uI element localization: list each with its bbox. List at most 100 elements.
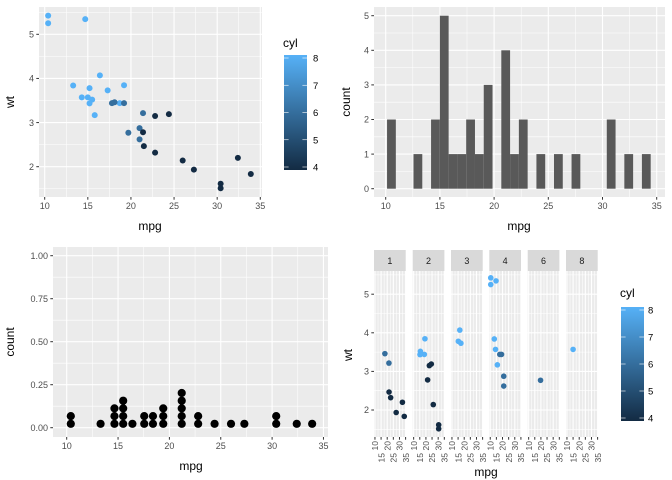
scatter-point (140, 110, 147, 117)
scatter-panel: 10 15 20 25 30 35 2 3 4 5 (29, 7, 265, 211)
scatter-point (399, 399, 406, 406)
legend-label: 4 (648, 414, 653, 425)
scatter-point (86, 85, 93, 92)
scatter-point (537, 377, 544, 384)
dot (140, 412, 149, 421)
y-tick-label: 5 (364, 11, 369, 21)
x-tick-label: 25 (542, 453, 552, 463)
y-tick-label: 0.50 (30, 337, 48, 347)
x-tick-label: 20 (164, 441, 174, 451)
scatter-point (435, 425, 442, 432)
histogram-bar (571, 154, 581, 189)
dot (110, 412, 119, 421)
scatter-point (70, 82, 77, 89)
scatter-point (421, 351, 428, 358)
x-tick-label: 15 (83, 201, 93, 211)
histogram-bar (501, 50, 511, 189)
x-tick-label: 20 (574, 441, 584, 451)
scatter-point (570, 346, 576, 353)
x-tick-label: 10 (524, 441, 534, 451)
x-tick-label: 35 (652, 201, 662, 211)
y-tick-label: 0.25 (30, 380, 48, 390)
facet-strip (374, 250, 406, 271)
facet-strip-label: 1 (387, 256, 392, 266)
dot (177, 396, 186, 405)
x-tick-label: 30 (267, 441, 277, 451)
x-tick-label: 35 (555, 453, 565, 463)
x-tick-label: 30 (472, 441, 482, 451)
scatter-point (494, 362, 501, 368)
x-tick-label: 25 (216, 441, 226, 451)
x-tick-label: 10 (370, 441, 380, 451)
scatter-point (426, 362, 433, 369)
histogram-bar (474, 154, 484, 189)
x-tick-label: 25 (504, 453, 514, 463)
facet-panel: 10 15 20 25 30 35 6 (524, 250, 565, 462)
scatter-point (435, 422, 442, 428)
y-axis-title: wt (341, 348, 355, 362)
facet-panel: 10 15 20 25 30 35 2 (409, 250, 450, 462)
histogram-panel: 10 15 20 25 30 35 0 1 2 3 4 5 (364, 7, 665, 211)
x-tick-label: 35 (318, 441, 328, 451)
x-tick-label: 15 (435, 201, 445, 211)
legend-title: cyl (620, 286, 635, 300)
dot (128, 419, 137, 428)
scatter-point (386, 360, 392, 366)
y-tick-label: 1 (364, 149, 369, 159)
y-tick-label: 3 (364, 80, 369, 90)
x-tick-label: 30 (395, 441, 405, 451)
scatter-point (386, 389, 392, 395)
scatter-point (500, 383, 507, 389)
histogram-bar (483, 84, 493, 189)
histogram-bar (413, 154, 423, 189)
dot (148, 419, 158, 428)
scatter-point (234, 154, 241, 161)
facet-strip-label: 2 (426, 256, 431, 266)
scatter-point (86, 100, 93, 107)
y-tick-label: 4 (364, 46, 369, 56)
y-tick-label: 3 (364, 367, 369, 377)
x-tick-label: 15 (415, 453, 425, 463)
x-tick-label: 20 (498, 441, 508, 451)
dot (308, 419, 317, 428)
y-axis-title: count (3, 327, 17, 357)
facet-panel: 10 15 20 25 30 35 8 (562, 250, 603, 462)
x-tick-label: 15 (453, 453, 463, 463)
x-tick-label: 20 (382, 441, 392, 451)
x-tick-label: 30 (597, 201, 607, 211)
x-tick-label: 15 (530, 453, 540, 463)
x-tick-label: 20 (126, 201, 136, 211)
scatter-point (387, 394, 394, 401)
y-tick-label: 1.00 (30, 251, 48, 261)
dot (194, 419, 203, 428)
dot (159, 419, 168, 428)
scatter-point (108, 100, 115, 107)
scatter-point (497, 351, 503, 358)
dot (148, 412, 158, 421)
y-tick-label: 2 (364, 115, 369, 125)
scatter-point (179, 157, 186, 164)
panel-background (374, 271, 406, 437)
scatter-point (91, 112, 98, 119)
facet-panel: 10 15 20 25 30 35 4 (485, 250, 526, 462)
legend-label: 8 (648, 306, 653, 317)
scatter-point (487, 275, 494, 281)
panel-background (566, 271, 598, 437)
scatter-point (455, 338, 462, 345)
scatter-point (165, 111, 172, 118)
dotplot-panel: 10 15 20 25 30 35 0.00 0.25 0.50 0.75 1.00 (30, 247, 328, 451)
x-tick-label: 35 (440, 453, 450, 463)
x-tick-label: 30 (510, 441, 520, 451)
x-tick-label: 15 (376, 453, 386, 463)
scatter-point (492, 346, 499, 353)
legend-colorbar (621, 307, 644, 421)
x-tick-label: 25 (169, 201, 179, 211)
x-tick-label: 10 (381, 201, 391, 211)
facet-strip (412, 250, 445, 271)
legend-label: 5 (648, 387, 653, 398)
scatter-point (493, 278, 499, 284)
x-tick-label: 20 (459, 441, 469, 451)
scatter-point (84, 94, 91, 101)
dot (119, 396, 128, 405)
